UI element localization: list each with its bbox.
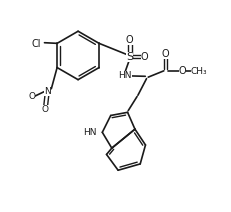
Text: O: O (125, 35, 133, 45)
Text: O: O (28, 92, 35, 101)
Text: O: O (178, 66, 185, 76)
Text: HN: HN (82, 128, 96, 137)
Text: HN: HN (118, 71, 131, 80)
Text: Cl: Cl (31, 39, 41, 49)
Text: O: O (140, 52, 148, 61)
Text: CH₃: CH₃ (190, 67, 207, 76)
Text: N: N (44, 87, 51, 96)
Text: O: O (42, 105, 49, 114)
Text: O: O (161, 49, 169, 59)
Text: S: S (126, 52, 133, 61)
